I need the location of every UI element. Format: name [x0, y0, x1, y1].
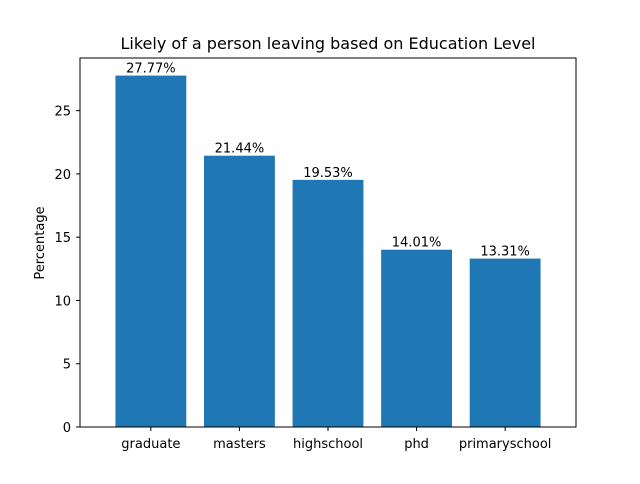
y-axis-label: Percentage	[33, 206, 48, 279]
bar-primaryschool	[469, 258, 541, 427]
y-tick-label-5: 5	[63, 358, 71, 373]
value-label-primaryschool: 13.31%	[480, 245, 530, 260]
bar-graduate	[115, 75, 187, 427]
bar-highschool	[292, 179, 364, 427]
chart-title: Likely of a person leaving based on Educ…	[121, 34, 536, 53]
value-label-phd: 14.01%	[392, 236, 442, 251]
y-tick-label-25: 25	[54, 105, 71, 120]
axes-frame	[79, 57, 577, 428]
x-tick-label-highschool: highschool	[293, 437, 363, 452]
x-tick-label-graduate: graduate	[121, 437, 180, 452]
value-label-masters: 21.44%	[215, 142, 265, 157]
bar-phd	[381, 249, 452, 427]
value-label-graduate: 27.77%	[126, 62, 176, 77]
y-tick-label-0: 0	[63, 421, 71, 436]
plot-area: 27.77% graduate 21.44% masters 19.53% highsch…	[54, 57, 577, 452]
y-tick-label-10: 10	[54, 294, 71, 309]
bar-masters	[204, 155, 275, 427]
y-tick-label-20: 20	[54, 168, 71, 183]
x-tick-label-phd: phd	[404, 437, 429, 452]
x-tick-label-masters: masters	[213, 437, 266, 452]
value-label-highschool: 19.53%	[303, 166, 353, 181]
y-tick-label-15: 15	[54, 231, 71, 246]
x-tick-label-primaryschool: primaryschool	[459, 437, 552, 452]
